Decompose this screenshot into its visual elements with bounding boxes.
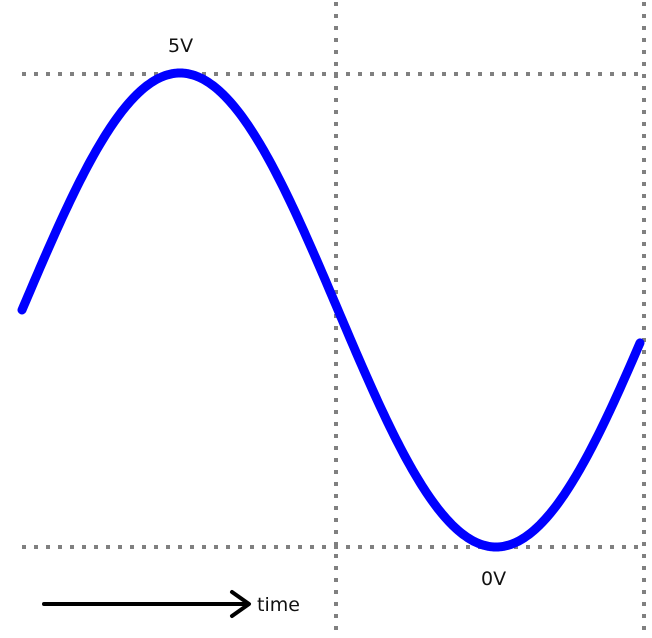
sine-wave — [17, 68, 645, 552]
label-0v: 0V — [481, 568, 506, 590]
time-arrow-head — [230, 590, 251, 618]
label-time: time — [257, 594, 300, 616]
label-5v: 5V — [168, 35, 193, 57]
